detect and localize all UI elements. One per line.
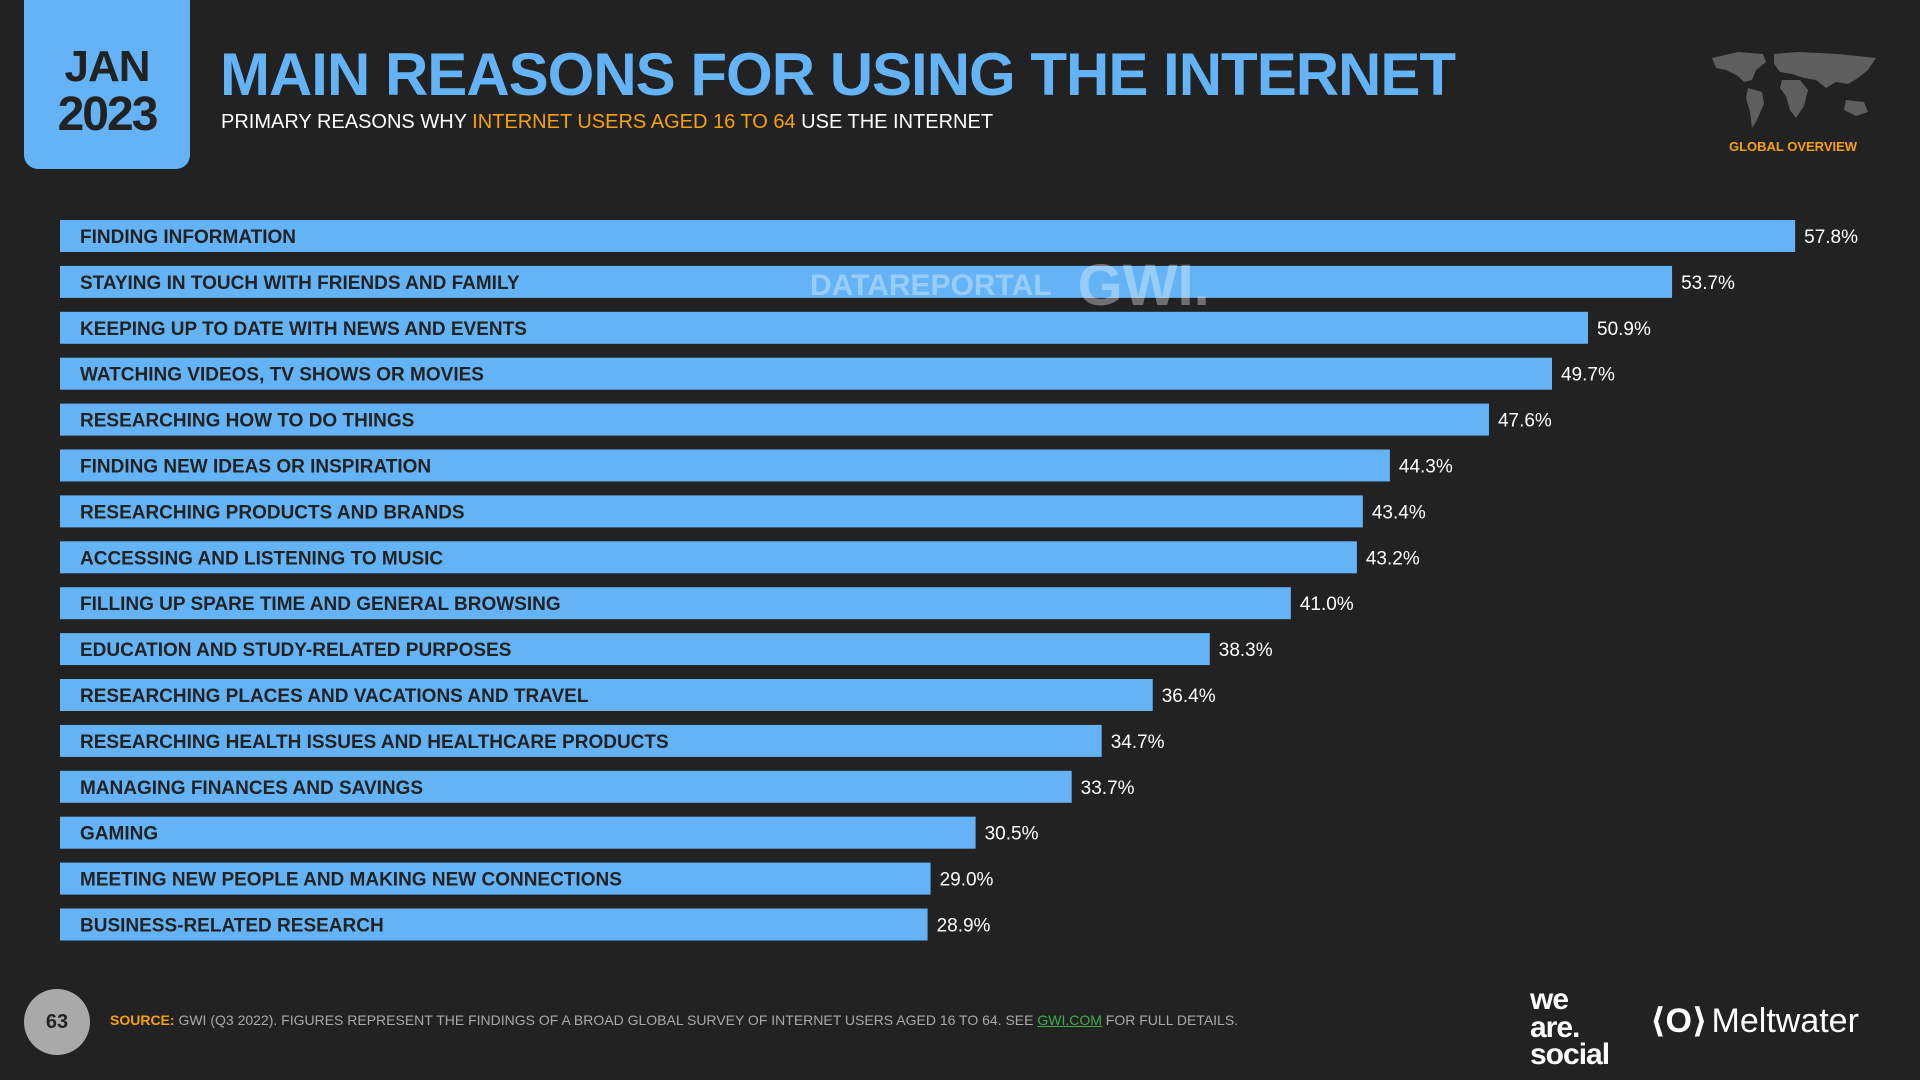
gwi-watermark: GWI. xyxy=(1077,253,1210,318)
value-label: 53.7% xyxy=(1681,273,1735,294)
category-label: KEEPING UP TO DATE WITH NEWS AND EVENTS xyxy=(80,319,527,340)
category-label: WATCHING VIDEOS, TV SHOWS OR MOVIES xyxy=(80,365,484,386)
value-label: 44.3% xyxy=(1399,457,1453,478)
bar xyxy=(60,265,1673,298)
category-label: FINDING NEW IDEAS OR INSPIRATION xyxy=(80,457,431,478)
category-label: STAYING IN TOUCH WITH FRIENDS AND FAMILY xyxy=(80,273,520,294)
category-label: MEETING NEW PEOPLE AND MAKING NEW CONNEC… xyxy=(80,870,622,891)
page-title: MAIN REASONS FOR USING THE INTERNET xyxy=(220,41,1456,108)
source-text-end: FOR FULL DETAILS. xyxy=(1101,1012,1239,1028)
category-label: RESEARCHING HEALTH ISSUES AND HEALTHCARE… xyxy=(80,732,669,753)
value-label: 34.7% xyxy=(1111,732,1165,753)
category-label: EDUCATION AND STUDY-RELATED PURPOSES xyxy=(80,640,511,661)
bar xyxy=(60,587,1291,620)
bar xyxy=(60,449,1390,482)
value-label: 33.7% xyxy=(1081,778,1135,799)
we-are-social-logo: we are. social xyxy=(1530,983,1610,1072)
date-month: JAN xyxy=(64,41,150,91)
category-label: RESEARCHING HOW TO DO THINGS xyxy=(80,411,414,432)
bar xyxy=(60,724,1102,757)
category-label: ACCESSING AND LISTENING TO MUSIC xyxy=(80,548,443,569)
bar xyxy=(60,679,1153,711)
category-label: MANAGING FINANCES AND SAVINGS xyxy=(80,778,423,799)
meltwater-icon: ⟨O⟩ xyxy=(1650,1002,1708,1040)
bar xyxy=(60,403,1489,436)
date-badge: JAN 2023 xyxy=(24,0,190,169)
bar xyxy=(60,908,928,941)
value-label: 36.4% xyxy=(1162,686,1216,707)
bar xyxy=(60,220,1796,252)
datareportal-watermark: DATAREPORTAL xyxy=(810,269,1052,302)
region-label: GLOBAL OVERVIEW xyxy=(1728,139,1858,154)
world-map-icon xyxy=(1712,52,1876,128)
category-label: FILLING UP SPARE TIME AND GENERAL BROWSI… xyxy=(80,594,561,615)
value-label: 47.6% xyxy=(1498,411,1552,432)
gwi-link[interactable]: GWI.COM xyxy=(1037,1012,1102,1028)
value-label: 28.9% xyxy=(937,916,991,937)
bar xyxy=(60,770,1072,803)
category-label: FINDING INFORMATION xyxy=(80,227,296,248)
meltwater-logo: ⟨O⟩ Meltwater xyxy=(1650,1001,1859,1041)
bar xyxy=(60,495,1363,528)
bar xyxy=(60,541,1357,574)
category-label: BUSINESS-RELATED RESEARCH xyxy=(80,916,384,937)
subtitle-text-end: USE THE INTERNET xyxy=(795,111,994,133)
value-label: 38.3% xyxy=(1219,640,1273,661)
page-subtitle: PRIMARY REASONS WHY INTERNET USERS AGED … xyxy=(221,111,993,134)
bar xyxy=(60,633,1210,666)
meltwater-text: Meltwater xyxy=(1711,1002,1859,1040)
category-label: GAMING xyxy=(80,824,158,845)
page-number: 63 xyxy=(24,989,90,1055)
source-note: SOURCE: GWI (Q3 2022). FIGURES REPRESENT… xyxy=(110,1012,1238,1028)
value-label: 43.2% xyxy=(1366,548,1420,569)
watermark: DATAREPORTAL GWI. xyxy=(810,252,1210,319)
value-label: 49.7% xyxy=(1561,365,1615,386)
category-label: RESEARCHING PRODUCTS AND BRANDS xyxy=(80,502,465,523)
bar xyxy=(60,816,976,849)
bar xyxy=(60,357,1552,390)
value-label: 57.8% xyxy=(1804,227,1858,248)
value-label: 50.9% xyxy=(1597,319,1651,340)
category-label: RESEARCHING PLACES AND VACATIONS AND TRA… xyxy=(80,686,589,707)
bar xyxy=(60,311,1589,344)
date-year: 2023 xyxy=(57,87,159,141)
value-label: 29.0% xyxy=(940,870,994,891)
value-label: 30.5% xyxy=(985,824,1039,845)
source-label: SOURCE: xyxy=(110,1012,175,1028)
subtitle-highlight: INTERNET USERS AGED 16 TO 64 xyxy=(472,111,796,133)
source-text: GWI (Q3 2022). FIGURES REPRESENT THE FIN… xyxy=(174,1012,1038,1028)
bar xyxy=(60,862,931,895)
subtitle-text: PRIMARY REASONS WHY xyxy=(221,111,473,133)
value-label: 43.4% xyxy=(1372,502,1426,523)
value-label: 41.0% xyxy=(1300,594,1354,615)
